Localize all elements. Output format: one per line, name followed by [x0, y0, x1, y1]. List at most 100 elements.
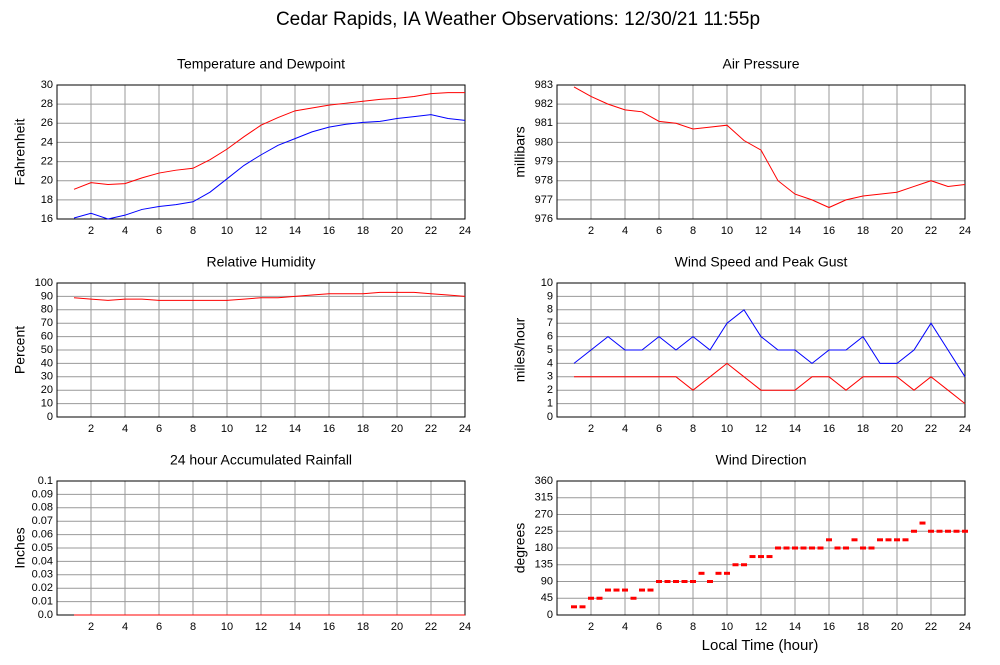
- y-tick-label: 80: [41, 304, 53, 316]
- y-tick-label: 18: [41, 194, 53, 206]
- data-point: [817, 546, 824, 550]
- y-tick-label: 60: [41, 331, 53, 343]
- x-tick-label: 8: [190, 621, 196, 633]
- x-tick-label: 2: [588, 621, 594, 633]
- x-tick-label: 22: [425, 423, 437, 435]
- plot-border: [56, 282, 466, 418]
- chart-title: Wind Direction: [715, 452, 806, 468]
- x-tick-label: 22: [925, 225, 937, 237]
- y-tick-label: 30: [41, 371, 53, 383]
- data-point: [605, 588, 611, 592]
- x-tick-label: 14: [789, 423, 801, 435]
- y-tick-label: 20: [41, 175, 53, 187]
- x-tick-label: 18: [357, 225, 369, 237]
- x-tick-label: 4: [122, 225, 128, 237]
- y-tick-label: 979: [535, 155, 553, 167]
- y-tick-label: 977: [535, 194, 553, 206]
- x-tick-label: 14: [289, 423, 301, 435]
- x-tick-label: 14: [789, 621, 801, 633]
- series-line: [573, 309, 966, 378]
- y-tick-label: 0.06: [32, 529, 53, 541]
- y-tick-label: 16: [41, 213, 53, 225]
- series-line: [574, 362, 966, 404]
- series-line: [73, 92, 465, 190]
- x-tick-label: 16: [323, 423, 335, 435]
- plot-border: [556, 84, 966, 220]
- x-tick-label: 24: [959, 423, 971, 435]
- y-tick-label: 7: [547, 317, 553, 329]
- y-tick-label: 1: [547, 398, 553, 410]
- y-tick-label: 8: [547, 304, 553, 316]
- data-point: [664, 580, 671, 583]
- chart-title: 24 hour Accumulated Rainfall: [170, 452, 352, 468]
- x-tick-label: 16: [823, 225, 835, 237]
- x-tick-label: 18: [357, 423, 369, 435]
- x-tick-label: 24: [959, 225, 971, 237]
- x-tick-label: 14: [289, 621, 301, 633]
- x-tick-label: 4: [622, 423, 628, 435]
- x-tick-label: 12: [755, 225, 767, 237]
- y-tick-label: 100: [35, 277, 53, 289]
- y-axis-label: miles/hour: [512, 317, 528, 382]
- data-point: [928, 529, 934, 533]
- data-point: [962, 529, 968, 533]
- y-tick-label: 10: [41, 398, 53, 410]
- data-point: [945, 529, 951, 533]
- x-tick-label: 14: [789, 225, 801, 237]
- x-tick-label: 10: [221, 621, 233, 633]
- y-tick-label: 50: [41, 344, 53, 356]
- y-tick-label: 0.07: [32, 515, 53, 527]
- data-point: [715, 571, 722, 575]
- data-point: [783, 546, 790, 550]
- data-point: [894, 538, 900, 542]
- y-tick-label: 981: [535, 117, 553, 129]
- y-tick-label: 40: [41, 357, 53, 369]
- x-tick-label: 4: [122, 423, 128, 435]
- data-point: [758, 555, 764, 559]
- y-tick-label: 0.04: [32, 555, 53, 567]
- x-tick-label: 16: [323, 621, 335, 633]
- y-axis-label: Inches: [12, 527, 28, 568]
- y-tick-label: 0.05: [32, 542, 53, 554]
- data-point: [911, 529, 917, 533]
- y-tick-label: 982: [535, 98, 553, 110]
- x-axis-label: Local Time (hour): [702, 637, 819, 654]
- data-point: [656, 580, 662, 583]
- chart-title: Air Pressure: [722, 56, 799, 72]
- data-point: [647, 588, 654, 592]
- chart-title: Temperature and Dewpoint: [177, 56, 345, 72]
- data-point: [613, 588, 620, 592]
- page-title: Cedar Rapids, IA Weather Observations: 1…: [276, 9, 760, 30]
- data-point: [630, 596, 637, 600]
- x-tick-label: 2: [88, 423, 94, 435]
- plot-border: [556, 282, 966, 418]
- data-point: [571, 605, 577, 609]
- y-tick-label: 3: [547, 371, 553, 383]
- x-tick-label: 2: [88, 225, 94, 237]
- data-point: [792, 546, 798, 550]
- data-point: [749, 555, 756, 559]
- y-tick-label: 0.09: [32, 488, 53, 500]
- y-tick-label: 976: [535, 213, 553, 225]
- data-point: [698, 571, 705, 575]
- chart-title: Relative Humidity: [207, 254, 316, 270]
- x-tick-label: 4: [622, 621, 628, 633]
- data-point: [775, 546, 781, 550]
- x-tick-label: 16: [323, 225, 335, 237]
- y-tick-label: 0.08: [32, 502, 53, 514]
- x-tick-label: 22: [425, 621, 437, 633]
- y-tick-label: 0: [547, 411, 553, 423]
- x-tick-label: 10: [721, 423, 733, 435]
- x-tick-label: 10: [721, 621, 733, 633]
- data-point: [851, 538, 858, 542]
- y-tick-label: 978: [535, 175, 553, 187]
- y-tick-label: 20: [41, 384, 53, 396]
- y-tick-label: 135: [535, 559, 553, 571]
- data-point: [826, 538, 832, 542]
- y-axis-label: Percent: [12, 326, 28, 374]
- y-tick-label: 9: [547, 290, 553, 302]
- x-tick-label: 6: [156, 621, 162, 633]
- data-point: [902, 538, 909, 542]
- data-point: [860, 546, 866, 550]
